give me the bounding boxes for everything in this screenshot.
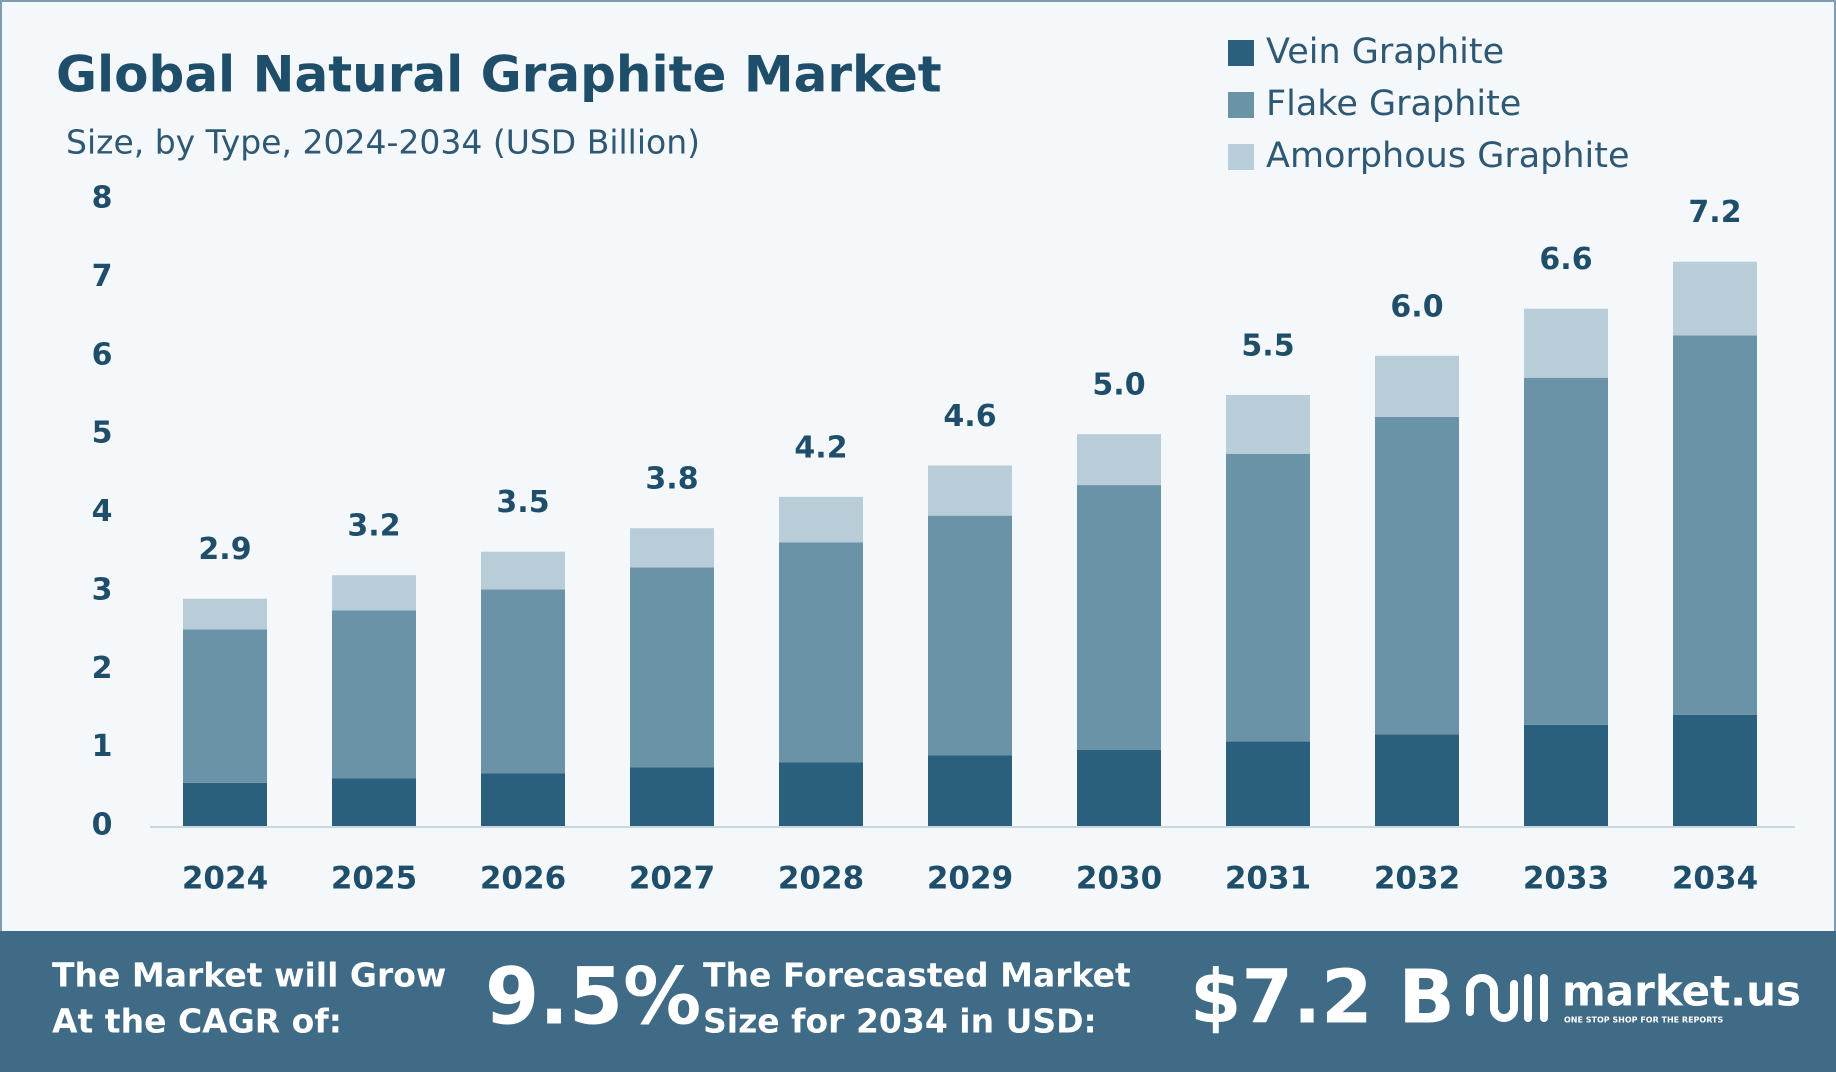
chart-title: Global Natural Graphite Market — [56, 46, 942, 104]
legend-label: Amorphous Graphite — [1266, 136, 1630, 176]
y-tick-label: 1 — [92, 729, 113, 764]
total-label: 2.9 — [198, 532, 251, 567]
bar-segment — [630, 767, 714, 826]
bar-segment — [1077, 485, 1161, 750]
bar-segment — [928, 755, 1012, 826]
bar-segment — [332, 610, 416, 779]
bar-segment — [1673, 335, 1757, 715]
brand-name: market.us — [1562, 967, 1801, 1016]
total-label: 4.2 — [794, 430, 847, 465]
y-tick-label: 7 — [92, 259, 113, 294]
bar-segment — [1524, 724, 1608, 826]
bar-segment — [630, 528, 714, 568]
total-label: 6.6 — [1539, 242, 1592, 277]
total-label: 6.0 — [1390, 289, 1443, 324]
y-tick-label: 0 — [92, 808, 113, 843]
cagr-text: The Market will Grow — [52, 956, 446, 995]
x-tick-label: 2024 — [182, 861, 268, 897]
bar-segment — [332, 575, 416, 611]
bar-segment — [928, 515, 1012, 756]
total-label: 3.5 — [496, 485, 549, 520]
legend-label: Vein Graphite — [1266, 32, 1504, 72]
bar-segment — [1375, 355, 1459, 417]
total-label: 3.2 — [347, 509, 400, 544]
y-tick-label: 5 — [92, 416, 113, 451]
bar-segment — [1226, 394, 1310, 454]
bar-segment — [928, 465, 1012, 516]
cagr-text: At the CAGR of: — [52, 1002, 342, 1041]
x-tick-label: 2026 — [480, 861, 566, 897]
bar-segment — [630, 567, 714, 768]
x-tick-label: 2025 — [331, 861, 417, 897]
legend-label: Flake Graphite — [1266, 84, 1521, 124]
x-tick-label: 2029 — [927, 861, 1013, 897]
forecast-text: Size for 2034 in USD: — [703, 1002, 1097, 1041]
bar-segment — [1077, 749, 1161, 826]
forecast-value: $7.2 B — [1190, 955, 1455, 1041]
x-tick-label: 2033 — [1523, 861, 1609, 897]
bar-segment — [1673, 714, 1757, 826]
bar-segment — [779, 762, 863, 826]
bar-segment — [481, 589, 565, 774]
total-label: 5.5 — [1241, 328, 1294, 363]
x-tick-label: 2027 — [629, 861, 715, 897]
bar-segment — [481, 773, 565, 826]
y-tick-label: 6 — [92, 337, 113, 372]
y-tick-label: 8 — [92, 181, 113, 216]
y-tick-label: 4 — [92, 494, 113, 529]
x-tick-label: 2030 — [1076, 861, 1162, 897]
bar-segment — [1524, 377, 1608, 725]
cagr-value: 9.5% — [485, 952, 701, 1042]
bar-segment — [1524, 308, 1608, 378]
brand-tagline: ONE STOP SHOP FOR THE REPORTS — [1564, 1016, 1723, 1025]
brand-logo — [1466, 974, 1548, 1022]
x-tick-label: 2032 — [1374, 861, 1460, 897]
bar-segment — [1375, 416, 1459, 735]
bar-segment — [481, 551, 565, 590]
legend-swatch — [1228, 92, 1254, 118]
bar-segment — [779, 542, 863, 763]
x-tick-label: 2034 — [1672, 861, 1758, 897]
bar-segment — [1226, 453, 1310, 742]
legend-swatch — [1228, 40, 1254, 66]
y-tick-label: 3 — [92, 572, 113, 607]
bar-segment — [183, 598, 267, 630]
bar-segment — [1673, 261, 1757, 336]
chart-subtitle: Size, by Type, 2024-2034 (USD Billion) — [66, 123, 700, 162]
total-label: 5.0 — [1092, 368, 1145, 403]
legend-swatch — [1228, 144, 1254, 170]
total-label: 3.8 — [645, 462, 698, 497]
bar-segment — [183, 629, 267, 783]
bar-segment — [1375, 734, 1459, 826]
total-label: 4.6 — [943, 399, 996, 434]
total-label: 7.2 — [1688, 195, 1741, 230]
bar-segment — [183, 782, 267, 826]
forecast-text: The Forecasted Market — [703, 956, 1131, 995]
x-tick-label: 2028 — [778, 861, 864, 897]
bar-segment — [1077, 434, 1161, 486]
x-tick-label: 2031 — [1225, 861, 1311, 897]
bar-segment — [1226, 741, 1310, 826]
bar-segment — [332, 778, 416, 826]
y-tick-label: 2 — [92, 651, 113, 686]
bar-segment — [779, 496, 863, 543]
